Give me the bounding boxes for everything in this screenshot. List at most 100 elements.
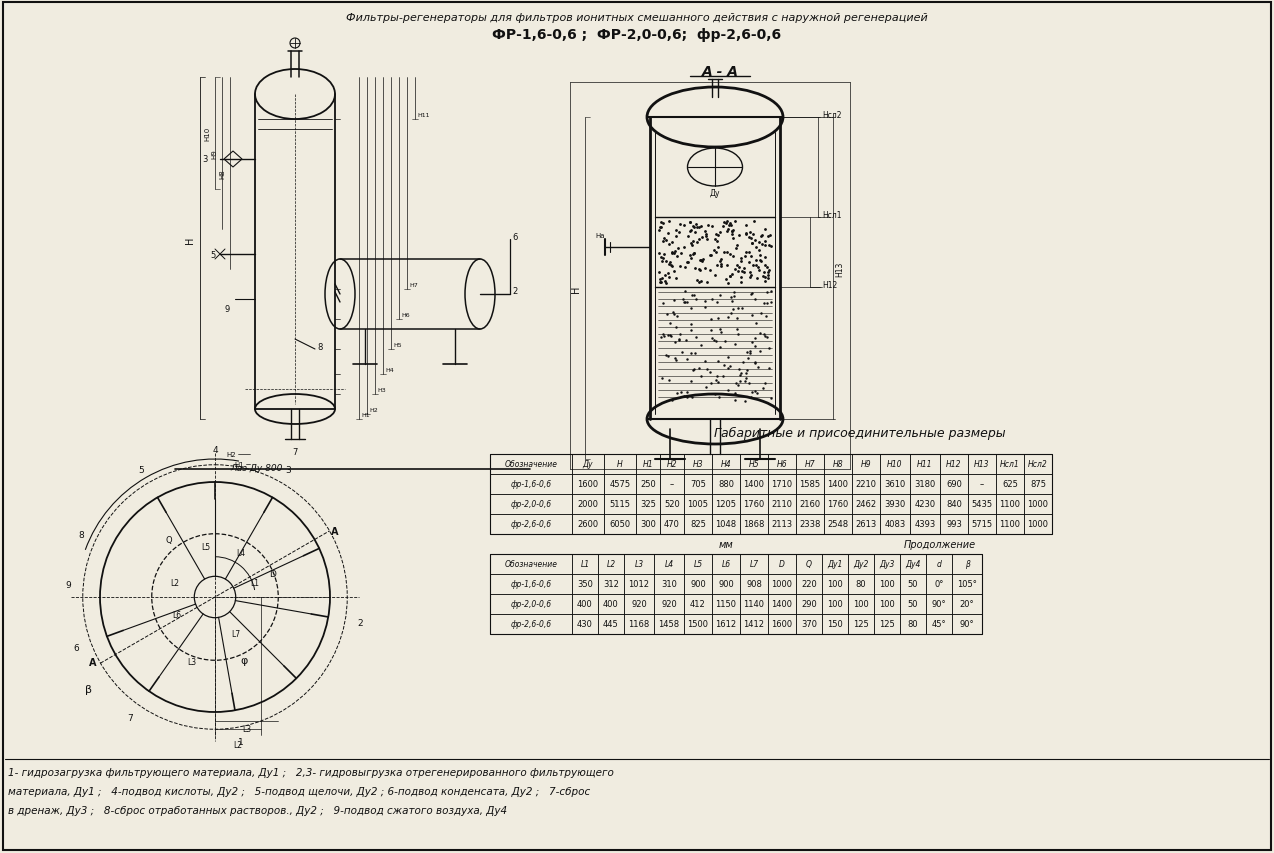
Text: 1710: 1710 — [772, 480, 792, 489]
Bar — [952, 614, 982, 635]
Text: L6: L6 — [172, 611, 181, 620]
Bar — [712, 614, 740, 635]
Text: 370: 370 — [801, 620, 817, 629]
Text: 1100: 1100 — [1000, 519, 1020, 529]
Bar — [684, 474, 712, 495]
Text: 2600: 2600 — [577, 519, 599, 529]
Text: 250: 250 — [640, 480, 656, 489]
Text: 1600: 1600 — [577, 480, 599, 489]
Text: 445: 445 — [603, 620, 619, 629]
Text: 1005: 1005 — [688, 500, 708, 509]
Bar — [598, 554, 624, 574]
Text: Н13: Н13 — [834, 261, 843, 276]
Bar — [598, 595, 624, 614]
Bar — [712, 495, 740, 514]
Text: 300: 300 — [640, 519, 656, 529]
Bar — [880, 474, 910, 495]
Text: 1600: 1600 — [772, 620, 792, 629]
Bar — [604, 495, 636, 514]
Bar — [874, 614, 899, 635]
Text: Нсл1: Нсл1 — [822, 212, 842, 220]
Bar — [712, 514, 740, 534]
Text: Обозначение: Обозначение — [505, 460, 558, 469]
Text: 900: 900 — [719, 580, 734, 589]
Polygon shape — [224, 152, 242, 168]
Text: Продолжение: Продолжение — [903, 539, 976, 549]
Bar — [848, 574, 874, 595]
Text: Q: Q — [806, 560, 812, 569]
Text: 705: 705 — [691, 480, 706, 489]
Text: 2548: 2548 — [827, 519, 848, 529]
Bar — [952, 595, 982, 614]
Text: 520: 520 — [664, 500, 680, 509]
Text: 1585: 1585 — [800, 480, 820, 489]
Text: L3: L3 — [242, 724, 251, 734]
Text: Н1: Н1 — [642, 460, 654, 469]
Bar — [636, 474, 660, 495]
Text: 400: 400 — [577, 600, 592, 609]
Text: Ду4: Ду4 — [906, 560, 921, 569]
Bar — [822, 574, 848, 595]
Text: 105°: 105° — [957, 580, 977, 589]
Bar — [796, 495, 824, 514]
Text: 9: 9 — [65, 580, 71, 589]
Text: Н8: Н8 — [219, 169, 225, 178]
Text: Ду: Ду — [710, 189, 720, 197]
Bar — [712, 455, 740, 474]
Text: L3: L3 — [634, 560, 643, 569]
Bar — [684, 514, 712, 534]
Bar — [852, 514, 880, 534]
Bar — [490, 595, 572, 614]
Bar — [572, 554, 598, 574]
Text: Н10: Н10 — [204, 127, 210, 141]
Text: 2000: 2000 — [577, 500, 599, 509]
Text: 310: 310 — [661, 580, 676, 589]
Bar — [654, 595, 684, 614]
Text: 1400: 1400 — [772, 600, 792, 609]
Text: Н9: Н9 — [861, 460, 871, 469]
Bar — [572, 595, 598, 614]
Bar — [572, 474, 604, 495]
Text: в дренаж, Ду3 ;   8-сброс отработанных растворов., Ду2 ;   9-подвод сжатого возд: в дренаж, Ду3 ; 8-сброс отработанных рас… — [8, 805, 507, 815]
Text: 125: 125 — [879, 620, 894, 629]
Text: Н11: Н11 — [917, 460, 933, 469]
Bar — [654, 554, 684, 574]
Text: 1205: 1205 — [716, 500, 736, 509]
Text: фр-2,6-0,6: фр-2,6-0,6 — [511, 620, 552, 629]
Text: Нсл2: Нсл2 — [822, 112, 842, 120]
Bar — [660, 514, 684, 534]
Text: 1000: 1000 — [772, 580, 792, 589]
Bar — [490, 455, 1052, 534]
Text: 100: 100 — [854, 600, 869, 609]
Text: 4230: 4230 — [915, 500, 935, 509]
Text: 1868: 1868 — [743, 519, 764, 529]
Text: 993: 993 — [947, 519, 962, 529]
Bar — [712, 554, 740, 574]
Bar — [490, 514, 572, 534]
Bar — [768, 455, 796, 474]
Bar — [572, 455, 604, 474]
Bar — [660, 474, 684, 495]
Text: Нсл2: Нсл2 — [1028, 460, 1049, 469]
Text: 1: 1 — [238, 738, 243, 746]
Text: D: D — [269, 570, 276, 579]
Bar — [712, 474, 740, 495]
Bar — [624, 554, 654, 574]
Bar — [940, 514, 968, 534]
Bar — [822, 595, 848, 614]
Bar — [968, 514, 996, 534]
Text: 1612: 1612 — [716, 620, 736, 629]
Text: Н3: Н3 — [377, 387, 386, 392]
Bar — [768, 574, 796, 595]
Text: 6: 6 — [512, 233, 517, 242]
Text: Н12: Н12 — [822, 281, 837, 290]
Bar — [660, 455, 684, 474]
Bar — [1024, 474, 1052, 495]
Text: 8: 8 — [79, 531, 84, 540]
Text: Обозначение: Обозначение — [505, 560, 558, 569]
Bar — [852, 455, 880, 474]
Text: 80: 80 — [856, 580, 866, 589]
Text: d: d — [936, 560, 941, 569]
Text: А - А: А - А — [702, 65, 739, 79]
Bar — [1024, 514, 1052, 534]
